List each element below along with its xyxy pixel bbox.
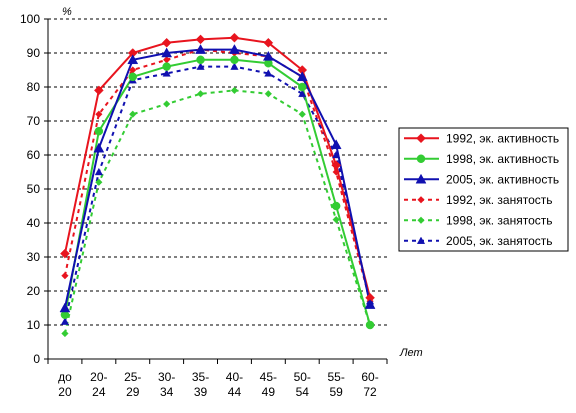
y-tick-label: 50 xyxy=(27,182,41,196)
data-point xyxy=(163,100,171,108)
legend-label: 1992, эк. занятость xyxy=(446,193,553,207)
data-point xyxy=(95,178,103,186)
x-tick-label: 25-29 xyxy=(124,370,141,399)
data-point xyxy=(195,34,206,45)
series-line xyxy=(63,65,372,322)
y-tick-label: 80 xyxy=(27,80,41,94)
data-point xyxy=(60,317,70,325)
data-point xyxy=(161,37,172,48)
data-point xyxy=(264,69,273,77)
data-point xyxy=(296,71,308,82)
data-point xyxy=(127,54,139,65)
data-point xyxy=(331,201,341,211)
data-point xyxy=(162,69,171,77)
x-tick-label: 60-72 xyxy=(361,370,378,399)
data-point xyxy=(264,90,272,98)
legend-marker xyxy=(416,154,426,163)
y-tick-label: 0 xyxy=(33,352,40,366)
data-point xyxy=(94,126,104,136)
legend-label: 2005, эк. активность xyxy=(446,172,559,186)
data-point xyxy=(195,44,206,54)
data-point xyxy=(60,248,70,259)
data-point xyxy=(129,110,137,118)
data-point xyxy=(298,89,307,97)
data-point xyxy=(196,55,205,65)
y-tick-label: 40 xyxy=(27,216,41,230)
series-line xyxy=(63,58,372,326)
series-line xyxy=(63,48,372,309)
y-axis-label: % xyxy=(62,6,72,18)
data-point xyxy=(229,44,240,54)
data-point xyxy=(163,56,171,64)
series-line xyxy=(63,89,372,334)
tick-labels: 0 10 20 30 40 50 60 70 80 90 100 до 20 20-24 25-29 30-3… xyxy=(20,6,423,399)
x-tick-label: 50-54 xyxy=(294,370,311,399)
x-tick-label: 45-49 xyxy=(260,370,277,399)
legend-marker xyxy=(416,236,426,244)
x-tick-label: 35-39 xyxy=(192,370,209,399)
data-point xyxy=(332,150,341,159)
legend-marker xyxy=(416,133,426,144)
data-point xyxy=(365,320,375,330)
legend-label: 1992, эк. активность xyxy=(446,131,559,145)
data-point xyxy=(59,302,71,313)
series-line xyxy=(63,48,372,302)
x-tick-label: 55-59 xyxy=(327,370,344,399)
data-point xyxy=(128,72,137,82)
legend-label: 1998, эк. занятость xyxy=(446,213,553,227)
y-tick-label: 30 xyxy=(27,250,41,264)
data-point xyxy=(229,32,240,43)
y-tick-label: 70 xyxy=(27,114,41,128)
y-tick-label: 90 xyxy=(27,46,41,60)
axes xyxy=(44,18,388,364)
y-tick-label: 60 xyxy=(27,148,41,162)
data-point xyxy=(298,110,306,118)
data-point xyxy=(61,272,69,280)
legend-marker xyxy=(415,173,427,184)
data-point xyxy=(93,142,105,153)
data-point xyxy=(95,110,103,118)
x-tick-label: 40-44 xyxy=(226,370,243,399)
series-line xyxy=(63,36,372,299)
legend-marker xyxy=(417,196,425,204)
data-point xyxy=(162,62,171,71)
data-point xyxy=(230,55,239,65)
data-point xyxy=(364,299,376,309)
data-point xyxy=(331,160,342,171)
data-point xyxy=(263,37,274,48)
y-tick-label: 100 xyxy=(20,12,40,26)
x-tick-label: 30-34 xyxy=(158,370,175,399)
data-point xyxy=(161,47,173,58)
series-markers xyxy=(59,32,376,338)
legend-label: 2005, эк. занятость xyxy=(446,234,553,248)
data-point xyxy=(196,62,205,70)
data-point xyxy=(94,167,103,176)
legend-label: 1998, эк. активность xyxy=(446,152,559,166)
x-tick-label: 20-24 xyxy=(90,370,107,399)
x-tick-label: до 20 xyxy=(58,370,72,399)
data-point xyxy=(298,82,307,92)
data-point xyxy=(196,90,205,98)
data-point xyxy=(61,329,69,338)
series-lines xyxy=(63,36,372,334)
data-point xyxy=(330,139,342,150)
data-point xyxy=(230,62,239,70)
legend: 1992, эк. активность 1998, эк. активность… xyxy=(398,127,569,252)
y-tick-label: 20 xyxy=(27,284,41,298)
legend-marker xyxy=(417,216,425,224)
data-point xyxy=(93,85,104,96)
x-axis-label: Лет xyxy=(399,347,423,359)
y-tick-label: 10 xyxy=(27,318,41,332)
data-point xyxy=(262,50,274,61)
legend-box xyxy=(398,127,569,252)
data-point xyxy=(332,168,340,176)
data-point xyxy=(332,215,340,224)
data-point xyxy=(230,86,239,95)
